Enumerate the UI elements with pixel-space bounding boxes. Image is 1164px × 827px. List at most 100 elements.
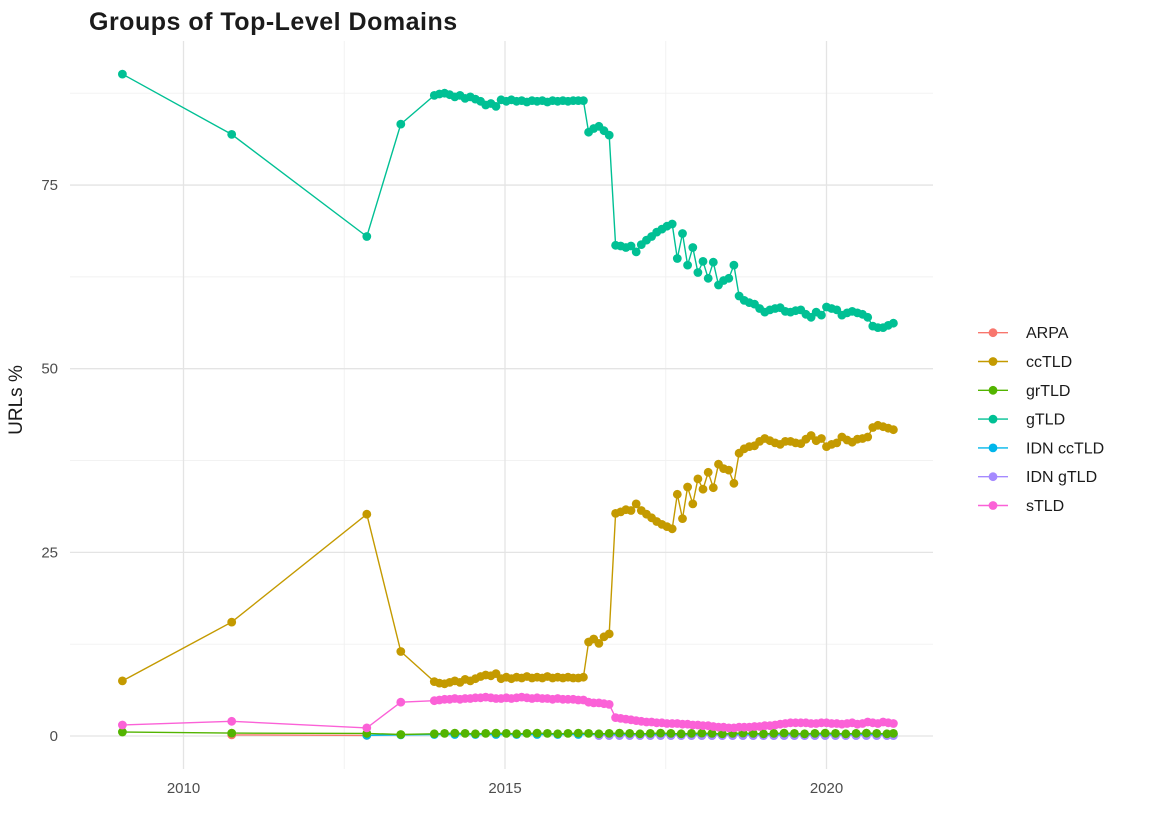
data-point (491, 728, 501, 738)
legend-label: IDN gTLD (1026, 469, 1097, 486)
data-point (118, 676, 127, 686)
data-point (227, 728, 237, 738)
data-point (683, 482, 692, 492)
legend-item-cctld: ccTLD (978, 354, 1072, 371)
data-point (729, 260, 739, 270)
data-point (708, 483, 718, 493)
data-point (672, 254, 682, 263)
x-tick-label: 2020 (810, 780, 843, 797)
data-point (817, 310, 826, 320)
data-point (396, 119, 406, 129)
data-point (563, 729, 573, 738)
data-point (820, 728, 830, 738)
series-path (122, 424, 894, 685)
data-point (471, 729, 480, 739)
data-point (667, 219, 677, 229)
data-point (667, 524, 677, 534)
data-point (362, 232, 372, 241)
data-point (396, 730, 406, 739)
data-point (832, 438, 842, 448)
data-point (708, 257, 718, 267)
data-point (594, 729, 604, 739)
data-point (396, 647, 406, 656)
legend-item-idn-gtld: IDN gTLD (978, 469, 1097, 486)
data-point (362, 509, 372, 519)
data-point (889, 719, 898, 728)
legend-key-point (988, 328, 998, 338)
data-point (594, 639, 604, 648)
data-point (687, 729, 696, 738)
data-point (440, 729, 449, 738)
series-gtld (118, 69, 898, 332)
data-point (688, 243, 698, 252)
legend-label: ccTLD (1026, 354, 1072, 371)
y-tick-label: 75 (41, 177, 58, 194)
data-point (615, 728, 624, 738)
data-point (676, 729, 686, 739)
data-point (635, 729, 645, 739)
legend-label: IDN ccTLD (1026, 440, 1104, 457)
series-path (231, 734, 367, 737)
data-point (703, 467, 713, 477)
data-point (645, 729, 655, 738)
data-point (817, 434, 826, 443)
legend-item-gtld: gTLD (978, 412, 1065, 429)
legend-key-point (988, 414, 998, 424)
axis-tick-labels: 0 25 50 75 2010 2015 2020 (41, 177, 843, 797)
data-point (553, 729, 563, 739)
data-point (579, 672, 588, 682)
data-point (625, 729, 635, 738)
series-path (122, 73, 894, 329)
data-point (683, 260, 692, 270)
data-point (450, 728, 460, 738)
x-tick-label: 2015 (488, 780, 521, 797)
data-point (724, 273, 734, 283)
y-tick-label: 0 (50, 728, 58, 745)
data-point (863, 312, 873, 322)
data-point (889, 318, 898, 328)
data-point (481, 729, 491, 738)
data-point (656, 728, 665, 738)
legend-item-grtld: grTLD (978, 383, 1070, 400)
data-point (604, 130, 614, 140)
data-point (522, 729, 532, 738)
data-point (579, 96, 588, 105)
data-point (688, 499, 698, 509)
series-grtld (118, 727, 898, 739)
data-point (573, 728, 583, 738)
legend-label: sTLD (1026, 498, 1064, 515)
data-point (678, 229, 687, 238)
legend-item-arpa: ARPA (978, 325, 1069, 342)
y-axis-title: URLs % (6, 365, 27, 435)
data-point (604, 629, 614, 639)
data-point (882, 729, 892, 739)
data-point (491, 102, 501, 111)
legend-label: gTLD (1026, 412, 1065, 429)
data-point (698, 484, 708, 494)
legend-key-point (988, 357, 998, 366)
data-point (790, 729, 799, 738)
data-point (862, 728, 871, 738)
data-point (693, 268, 703, 277)
data-point (626, 506, 636, 515)
data-point (779, 728, 789, 738)
legend-key-point (988, 443, 998, 453)
data-point (810, 729, 820, 738)
data-point (724, 465, 734, 475)
data-point (118, 69, 127, 79)
data-point (666, 729, 676, 738)
legend-item-stld: sTLD (978, 498, 1064, 515)
data-point (362, 723, 372, 733)
data-point (729, 478, 739, 488)
data-point (863, 432, 873, 442)
series-stld (118, 692, 898, 733)
series-arpa (227, 730, 372, 740)
legend: ARPA ccTLD grTLD gTLD IDN ccTLD IDN gTLD sTLD (978, 325, 1104, 515)
chart-title: Groups of Top-Level Domains (89, 8, 458, 36)
legend-label: grTLD (1026, 383, 1070, 400)
data-point (543, 729, 552, 738)
data-point (672, 489, 682, 499)
data-point (227, 617, 237, 627)
